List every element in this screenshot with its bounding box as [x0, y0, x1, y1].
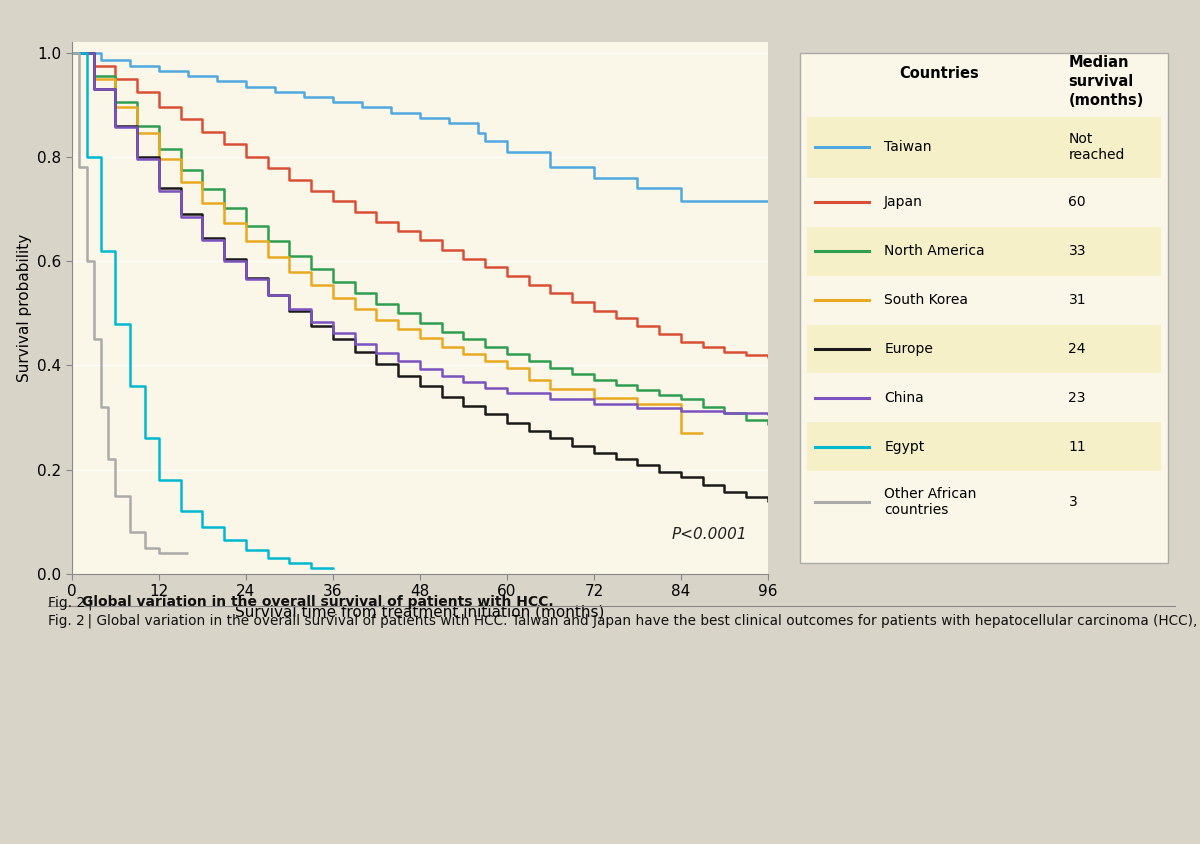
Text: Taiwan: Taiwan [884, 140, 931, 154]
Text: Not
reached: Not reached [1068, 133, 1124, 162]
Text: Other African
countries: Other African countries [884, 487, 977, 517]
Text: Fig. 2 |: Fig. 2 | [48, 595, 97, 609]
X-axis label: Survival time from treatment initiation (months): Survival time from treatment initiation … [235, 605, 605, 619]
Text: 3: 3 [1068, 495, 1078, 509]
Text: 60: 60 [1068, 195, 1086, 209]
Text: 31: 31 [1068, 293, 1086, 307]
Text: Global variation in the overall survival of patients with HCC.: Global variation in the overall survival… [82, 595, 553, 609]
Bar [808, 227, 1160, 276]
Text: P<0.0001: P<0.0001 [672, 527, 748, 542]
Bar [808, 422, 1160, 471]
Text: South Korea: South Korea [884, 293, 968, 307]
Text: 23: 23 [1068, 391, 1086, 405]
Text: Countries: Countries [900, 66, 979, 81]
Text: Egypt: Egypt [884, 440, 924, 454]
Text: 24: 24 [1068, 342, 1086, 356]
Text: China: China [884, 391, 924, 405]
Text: Median
survival
(months): Median survival (months) [1068, 56, 1144, 108]
Text: Japan: Japan [884, 195, 923, 209]
Y-axis label: Survival probability: Survival probability [17, 234, 31, 382]
Bar [808, 325, 1160, 373]
Text: 11: 11 [1068, 440, 1086, 454]
Text: 33: 33 [1068, 244, 1086, 258]
Text: Europe: Europe [884, 342, 934, 356]
Bar [808, 116, 1160, 178]
Text: North America: North America [884, 244, 985, 258]
Text: Fig. 2 | Global variation in the overall survival of patients with HCC. Taiwan a: Fig. 2 | Global variation in the overall… [48, 614, 1200, 628]
